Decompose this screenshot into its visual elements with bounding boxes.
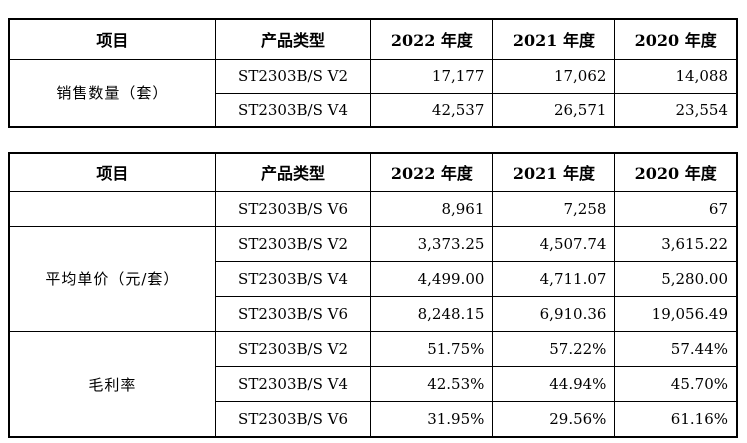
table-row: ST2303B/S V6 31.95% 29.56% 61.16% [9, 401, 738, 438]
row-group-label: 销售数量（套） [8, 58, 216, 128]
table-row: ST2303B/S V4 42,537 26,571 23,554 [9, 92, 738, 128]
value-cell: 14,088 [614, 58, 738, 94]
value-cell: 26,571 [492, 92, 616, 128]
product-type-cell: ST2303B/S V6 [214, 295, 372, 333]
value-cell: 44.94% [492, 366, 616, 403]
value-cell: 57.44% [614, 331, 738, 368]
value-cell: 8,248.15 [370, 295, 494, 333]
value-cell: 31.95% [370, 401, 494, 438]
value-cell: 5,280.00 [614, 260, 738, 297]
value-cell: 8,961 [370, 190, 494, 227]
table-header-row: 项目 产品类型 2022 年度 2021 年度 2020 年度 [8, 152, 738, 192]
empty-item-cell [8, 190, 216, 227]
value-cell: 6,910.36 [492, 295, 616, 333]
table-row: 销售数量（套） ST2303B/S V2 17,177 17,062 14,08… [8, 58, 738, 128]
value-cell: 3,615.22 [614, 225, 738, 262]
table-row: ST2303B/S V6 8,248.15 6,910.36 19,056.49 [9, 295, 738, 333]
header-product-type: 产品类型 [214, 152, 372, 192]
header-2020: 2020 年度 [614, 18, 738, 60]
table-row: ST2303B/S V4 4,499.00 4,711.07 5,280.00 [9, 260, 738, 297]
value-cell: 7,258 [492, 190, 616, 227]
product-type-cell: ST2303B/S V4 [214, 260, 372, 297]
product-type-cell: ST2303B/S V2 [214, 225, 372, 262]
row-group-label: 毛利率 [8, 331, 216, 438]
table-header-row: 项目 产品类型 2022 年度 2021 年度 2020 年度 [8, 18, 738, 60]
value-cell: 19,056.49 [614, 295, 738, 333]
product-type-cell: ST2303B/S V2 [214, 331, 372, 368]
value-cell: 23,554 [614, 92, 738, 128]
value-cell: 45.70% [614, 366, 738, 403]
value-cell: 57.22% [492, 331, 616, 368]
product-type-cell: ST2303B/S V4 [214, 366, 372, 403]
value-cell: 4,507.74 [492, 225, 616, 262]
value-cell: 29.56% [492, 401, 616, 438]
value-cell: 4,499.00 [370, 260, 494, 297]
sales-volume-table: 项目 产品类型 2022 年度 2021 年度 2020 年度 销售数量（套） … [8, 18, 738, 128]
header-2021: 2021 年度 [492, 152, 616, 192]
value-cell: 51.75% [370, 331, 494, 368]
value-cell: 3,373.25 [370, 225, 494, 262]
header-2021: 2021 年度 [492, 18, 616, 60]
row-group-label: 平均单价（元/套） [8, 225, 216, 333]
product-type-cell: ST2303B/S V6 [214, 190, 372, 227]
product-type-cell: ST2303B/S V4 [214, 92, 372, 128]
product-type-cell: ST2303B/S V2 [214, 58, 372, 94]
header-item: 项目 [8, 18, 216, 60]
value-cell: 67 [614, 190, 738, 227]
table-row: 毛利率 ST2303B/S V2 51.75% 57.22% 57.44% [8, 331, 738, 438]
header-2022: 2022 年度 [370, 18, 494, 60]
value-cell: 42.53% [370, 366, 494, 403]
header-product-type: 产品类型 [214, 18, 372, 60]
value-cell: 42,537 [370, 92, 494, 128]
header-2020: 2020 年度 [614, 152, 738, 192]
header-item: 项目 [8, 152, 216, 192]
value-cell: 17,062 [492, 58, 616, 94]
value-cell: 17,177 [370, 58, 494, 94]
table-row: ST2303B/S V4 42.53% 44.94% 45.70% [9, 366, 738, 403]
value-cell: 61.16% [614, 401, 738, 438]
table-row: 平均单价（元/套） ST2303B/S V2 3,373.25 4,507.74… [8, 225, 738, 333]
price-margin-table: 项目 产品类型 2022 年度 2021 年度 2020 年度 ST2303B/… [8, 152, 738, 438]
header-2022: 2022 年度 [370, 152, 494, 192]
product-type-cell: ST2303B/S V6 [214, 401, 372, 438]
value-cell: 4,711.07 [492, 260, 616, 297]
table-row: ST2303B/S V6 8,961 7,258 67 [8, 190, 738, 227]
